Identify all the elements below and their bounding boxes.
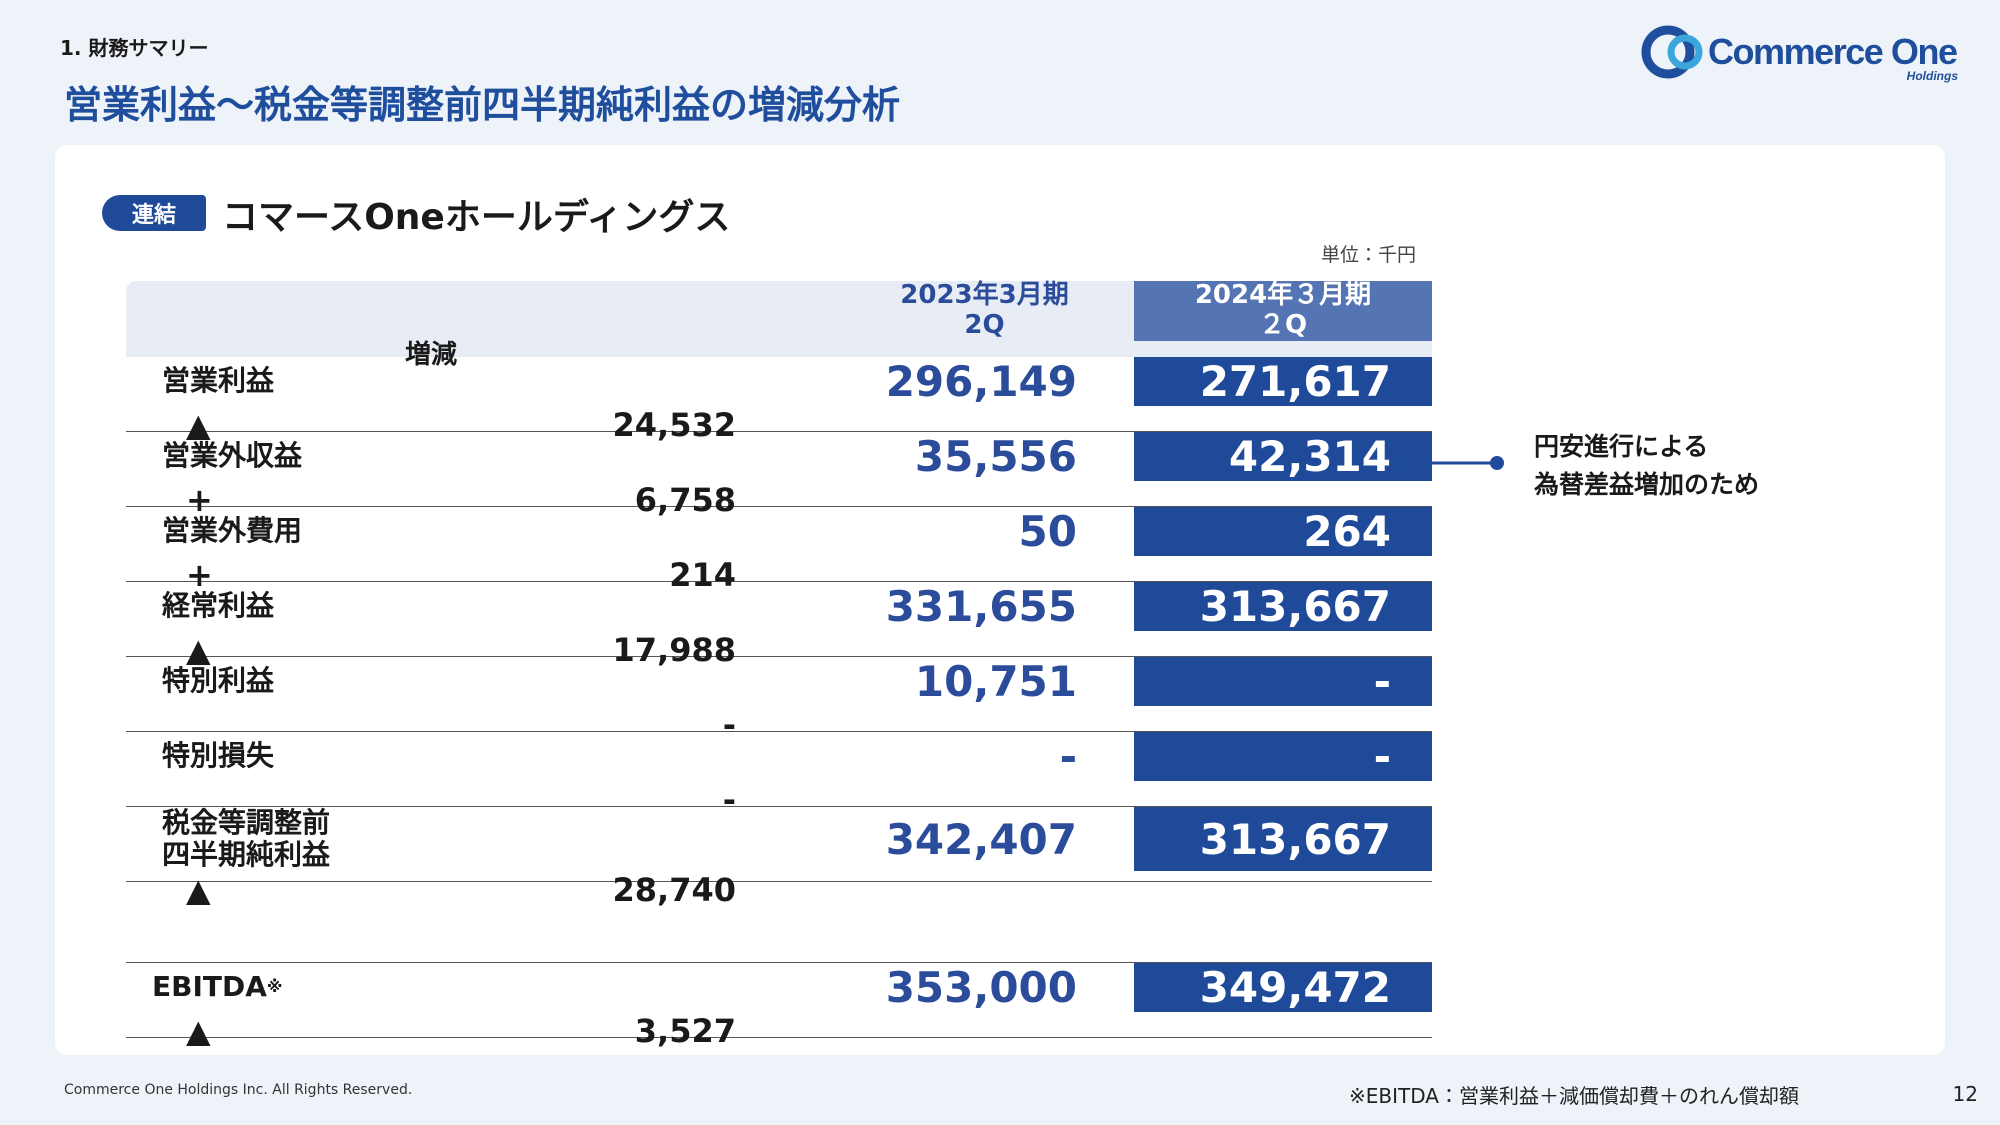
change-number: 3,527: [634, 1012, 736, 1050]
logo: Commerce One Holdings: [1641, 25, 1959, 83]
prev-value: 35,556: [914, 432, 1077, 481]
row-label: 営業利益: [126, 357, 835, 406]
change-number: 6,758: [634, 481, 736, 519]
change-value: ▲ 17,988: [126, 631, 835, 669]
header-row: 2023年3月期 2Q 2024年３月期 ２Q 増減: [126, 280, 1432, 370]
change-number: -: [722, 781, 736, 819]
curr-value: 271,617: [1134, 357, 1432, 406]
section-label: 1. 財務サマリー: [60, 36, 209, 60]
prev-value: 331,655: [885, 582, 1077, 631]
table: 2023年3月期 2Q 2024年３月期 ２Q 増減営業利益 296,149 271,6…: [126, 280, 1432, 1050]
table-row: 営業利益 296,149 271,617 ▲ 24,532: [126, 357, 1432, 444]
curr-value: 313,667: [1134, 582, 1432, 631]
table-row: 営業外収益 35,556 42,314 +6,758: [126, 432, 1432, 519]
change-value: +214: [126, 556, 835, 594]
change-number: 28,740: [612, 871, 736, 910]
change-number: 214: [669, 556, 736, 594]
table-row: EBITDA ※ 353,000 349,472 ▲ 3,527: [126, 963, 1432, 1050]
change-value: +6,758: [126, 481, 835, 519]
table-row: 特別利益 10,751 - -: [126, 657, 1432, 744]
curr-value: 349,472: [1134, 963, 1432, 1012]
curr-value: -: [1134, 657, 1432, 706]
prev-value: 50: [1018, 507, 1077, 556]
label-text: 特別損失: [162, 739, 275, 773]
prev-value: -: [1059, 732, 1077, 781]
curr-value: 313,667: [1134, 807, 1432, 872]
copyright: Commerce One Holdings Inc. All Rights Re…: [64, 1082, 413, 1098]
logo-name: Commerce One: [1708, 31, 1958, 72]
change-sign: ▲: [186, 871, 211, 910]
change-number: -: [722, 706, 736, 744]
footnote: ※EBITDA：営業利益＋減価償却費＋のれん償却額: [1349, 1084, 1799, 1108]
change-value: -: [126, 781, 835, 819]
change-sign: +: [186, 556, 213, 594]
label-mark: ※: [266, 977, 283, 997]
label-text: 特別利益: [162, 664, 275, 698]
change-value: ▲ 28,740: [126, 871, 835, 909]
row-label: EBITDA ※: [126, 963, 835, 1012]
header-cell: 2023年3月期 2Q: [900, 280, 1069, 340]
row-label: 経常利益: [126, 582, 835, 631]
logo-sub: Holdings: [1907, 69, 1959, 83]
change-value: ▲ 24,532: [126, 406, 835, 444]
label-text: 営業外収益: [162, 439, 303, 473]
prev-value: 296,149: [885, 357, 1077, 406]
row-label: 特別利益: [126, 657, 835, 706]
row-label: 営業外収益: [126, 432, 835, 481]
tag: 連結: [102, 195, 206, 231]
header-cell: 増減: [404, 339, 457, 370]
page-number: 12: [1952, 1082, 1978, 1106]
spacer-row: [126, 882, 1432, 963]
unit-label: 単位：千円: [1320, 244, 1416, 266]
curr-value: -: [1134, 732, 1432, 781]
header-cell: 2024年３月期 ２Q: [1134, 280, 1432, 341]
card-heading: コマースOneホールディングス: [222, 197, 731, 238]
curr-value: 264: [1134, 507, 1432, 556]
change-sign: ▲: [186, 406, 211, 444]
label-text: EBITDA: [152, 970, 267, 1004]
table-row: 営業外費用 50 264 +214: [126, 507, 1432, 594]
prev-value: 342,407: [885, 814, 1077, 864]
change-value: ▲ 3,527: [126, 1012, 835, 1050]
table-row: 税金等調整前 四半期純利益 342,407 313,667 ▲ 28,740: [126, 806, 1432, 909]
curr-value: 42,314: [1134, 432, 1432, 481]
prev-value: 10,751: [914, 657, 1077, 706]
prev-value: 353,000: [885, 963, 1077, 1012]
table-row: 経常利益 331,655 313,667 ▲ 17,988: [126, 582, 1432, 669]
label-text: 営業外費用: [162, 514, 303, 548]
change-sign: ▲: [186, 631, 211, 669]
annotation: 円安進行による 為替差益増加のため: [1534, 432, 1760, 499]
table-row: 特別損失 - - -: [126, 732, 1432, 819]
label-text: 税金等調整前 四半期純利益: [162, 806, 331, 872]
header-cell: [126, 281, 835, 341]
page-title: 営業利益～税金等調整前四半期純利益の増減分析: [64, 83, 901, 127]
label-text: 営業利益: [162, 364, 275, 398]
change-sign: ▲: [186, 1012, 211, 1050]
change-number: 24,532: [612, 406, 736, 444]
change-sign: +: [186, 481, 213, 519]
annotation-connector: [1396, 456, 1504, 470]
row-label: 税金等調整前 四半期純利益: [126, 806, 835, 872]
change-value: -: [126, 706, 835, 744]
row-label: 営業外費用: [126, 507, 835, 556]
label-text: 経常利益: [162, 589, 275, 623]
change-number: 17,988: [612, 631, 736, 669]
row-label: 特別損失: [126, 732, 835, 781]
